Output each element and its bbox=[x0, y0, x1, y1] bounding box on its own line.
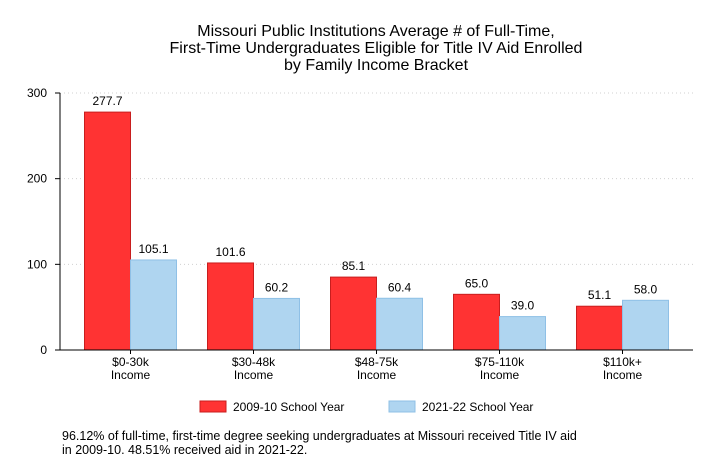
bar-label-s1-4: 65.0 bbox=[465, 276, 489, 290]
legend-label-1: 2009-10 School Year bbox=[233, 400, 344, 414]
bar-s2-4 bbox=[499, 316, 546, 351]
bar-label-s2-4: 39.0 bbox=[511, 299, 535, 313]
chart-title-line-1: Missouri Public Institutions Average # o… bbox=[197, 23, 554, 40]
bar-s1-2 bbox=[207, 262, 254, 351]
grid bbox=[60, 92, 693, 265]
x-tick-label-4-1: $75-110k bbox=[475, 355, 525, 369]
chart-title: Missouri Public Institutions Average # o… bbox=[170, 23, 583, 74]
y-tick-label-100: 100 bbox=[27, 257, 47, 271]
bar-label-s2-5: 58.0 bbox=[634, 282, 658, 296]
footnote-line-2: in 2009-10. 48.51% received aid in 2021-… bbox=[62, 443, 308, 457]
bar-s1-1 bbox=[84, 111, 131, 351]
bar-label-s2-2: 60.2 bbox=[265, 280, 289, 294]
y-tick-label-300: 300 bbox=[27, 86, 47, 100]
x-tick-label-4-2: Income bbox=[480, 368, 520, 382]
x-tick-label-5-1: $110k+ bbox=[603, 355, 642, 369]
x-tick-label-5-2: Income bbox=[603, 368, 643, 382]
footnote-line-1: 96.12% of full-time, first-time degree s… bbox=[62, 429, 577, 443]
x-tick-label-2-2: Income bbox=[234, 368, 274, 382]
bar-s1-3 bbox=[330, 276, 377, 351]
footnote: 96.12% of full-time, first-time degree s… bbox=[62, 429, 682, 457]
x-tick-label-1-2: Income bbox=[111, 368, 151, 382]
bar-s1-4 bbox=[453, 293, 500, 351]
bar-s2-2 bbox=[253, 297, 300, 351]
bar-label-s1-3: 85.1 bbox=[342, 259, 366, 273]
legend-swatch-2 bbox=[388, 400, 416, 413]
bar-s1-5 bbox=[576, 305, 623, 351]
legend-label-2: 2021-22 School Year bbox=[422, 400, 533, 414]
bar-label-s1-2: 101.6 bbox=[215, 245, 245, 259]
chart-title-line-3: by Family Income Bracket bbox=[284, 57, 469, 74]
x-axis: $0-30kIncome$30-48kIncome$48-75kIncome$7… bbox=[60, 349, 693, 382]
x-tick-label-3-2: Income bbox=[357, 368, 397, 382]
bar-label-s2-1: 105.1 bbox=[138, 242, 168, 256]
bar-s2-5 bbox=[622, 299, 669, 351]
legend-swatch-1 bbox=[199, 400, 227, 413]
y-tick-label-200: 200 bbox=[27, 172, 47, 186]
bar-label-s1-5: 51.1 bbox=[588, 288, 612, 302]
legend: 2009-10 School Year 2021-22 School Year bbox=[199, 400, 533, 414]
y-tick-label-0: 0 bbox=[40, 343, 47, 357]
bar-s2-3 bbox=[376, 297, 423, 351]
x-tick-label-2-1: $30-48k bbox=[232, 355, 276, 369]
bar-label-s1-1: 277.7 bbox=[92, 94, 122, 108]
chart-title-line-2: First-Time Undergraduates Eligible for T… bbox=[170, 40, 583, 57]
y-axis: 0 100 200 300 bbox=[27, 86, 61, 357]
x-tick-label-3-1: $48-75k bbox=[355, 355, 399, 369]
bar-s2-1 bbox=[130, 259, 177, 351]
bar-label-s2-3: 60.4 bbox=[388, 280, 412, 294]
bars: 277.7 105.1 101.6 60.2 85.1 60.4 65.0 39.0 51.1 5… bbox=[84, 94, 669, 351]
x-tick-label-1-1: $0-30k bbox=[112, 355, 150, 369]
